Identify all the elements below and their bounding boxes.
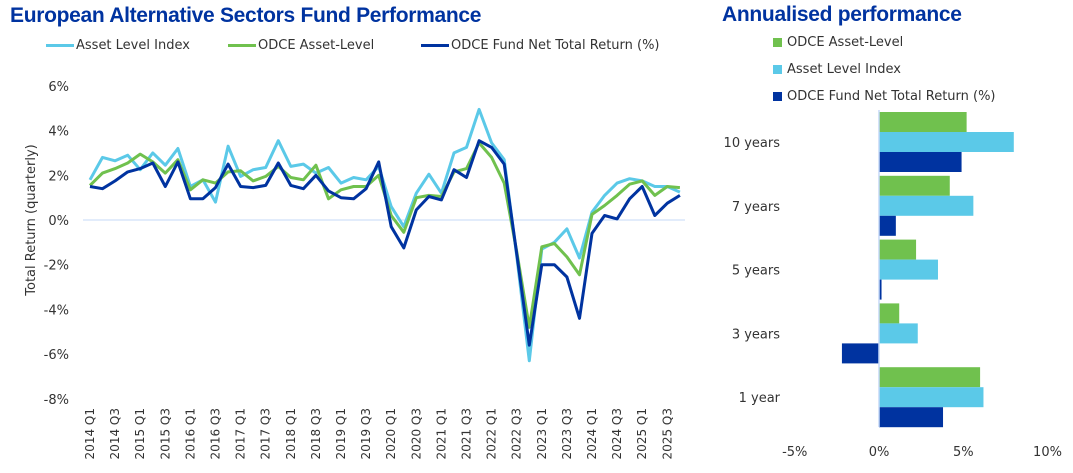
legend-swatch-asset-level-index	[46, 44, 74, 47]
legend-swatch-odce-fund-net	[773, 92, 782, 101]
x-tick-label: 2014 Q1	[83, 408, 97, 459]
bar-7-years-asset-level-index	[879, 195, 974, 216]
x-axis-ticks: 2014 Q1 2014 Q3 2015 Q1 2015 Q3 2016 Q1 2016 …	[83, 408, 674, 459]
x-tick-label: 2016 Q1	[183, 408, 197, 459]
bar-category-label: 10 years	[724, 136, 781, 151]
line-chart-title: European Alternative Sectors Fund Perfor…	[10, 4, 482, 27]
legend-item-asset-level-index: Asset Level Index	[46, 38, 190, 53]
x-tick-label: 2016 Q3	[209, 408, 223, 459]
legend-label: ODCE Fund Net Total Return (%)	[451, 38, 660, 53]
bar-category-label: 5 years	[732, 264, 780, 279]
bar-10-years-asset-level-index	[879, 132, 1014, 152]
y-tick-label: 0%	[48, 214, 69, 229]
x-tick-label: 2024 Q1	[585, 408, 599, 459]
legend-swatch-odce-asset-level	[773, 38, 782, 47]
legend-item-odce-fund-net: ODCE Fund Net Total Return (%)	[421, 38, 660, 53]
bars	[841, 112, 1014, 428]
bar-legend-item-asset-level-index: Asset Level Index	[773, 62, 901, 77]
y-tick-label: -6%	[44, 348, 69, 363]
y-axis-label: Total Return (quarterly)	[24, 144, 39, 296]
x-tick-label: 2022 Q1	[485, 408, 499, 459]
legend-label: Asset Level Index	[787, 62, 901, 77]
y-tick-label: -8%	[44, 393, 69, 408]
x-tick-label: 2022 Q3	[510, 408, 524, 459]
legend-swatch-odce-fund-net	[421, 44, 449, 47]
bar-3-years-odce-fund-net-total-return	[841, 343, 879, 364]
bar-x-axis-ticks: -5% 0% 5% 10%	[782, 445, 1062, 460]
bar-7-years-odce-asset-level	[879, 175, 950, 196]
x-tick-label: 2024 Q3	[610, 408, 624, 459]
bar-x-tick-label: 0%	[869, 445, 890, 460]
bar-category-label: 3 years	[732, 327, 780, 342]
legend-swatch-odce-asset-level	[228, 44, 256, 47]
bar-category-labels: 10 years 7 years 5 years 3 years 1 year	[724, 136, 781, 406]
bar-10-years-odce-fund-net-total-return	[879, 152, 962, 172]
bar-1-year-odce-fund-net-total-return	[879, 407, 944, 428]
x-tick-label: 2018 Q1	[284, 408, 298, 459]
series-lines	[88, 107, 681, 363]
bar-category-label: 7 years	[732, 200, 780, 215]
x-tick-label: 2015 Q3	[158, 408, 172, 459]
series-points-odce-asset-level	[89, 142, 680, 328]
x-tick-label: 2023 Q1	[535, 408, 549, 459]
x-tick-label: 2014 Q3	[108, 408, 122, 459]
bar-category-label: 1 year	[739, 391, 781, 406]
x-tick-label: 2020 Q1	[384, 408, 398, 459]
legend-label: ODCE Asset-Level	[258, 38, 375, 53]
x-tick-label: 2023 Q3	[560, 408, 574, 459]
x-tick-label: 2021 Q3	[460, 408, 474, 459]
legend-item-odce-asset-level: ODCE Asset-Level	[228, 38, 374, 53]
bar-3-years-asset-level-index	[879, 323, 918, 344]
bar-10-years-odce-asset-level	[879, 112, 967, 132]
x-tick-label: 2021 Q1	[434, 408, 448, 459]
bar-x-tick-label: -5%	[782, 445, 807, 460]
bar-5-years-odce-asset-level	[879, 239, 917, 260]
series-line-odce-fund-net-total-return	[89, 139, 681, 347]
bar-5-years-asset-level-index	[879, 259, 938, 280]
bar-1-year-asset-level-index	[879, 387, 984, 408]
legend-label: ODCE Fund Net Total Return (%)	[787, 89, 996, 104]
x-tick-label: 2019 Q3	[359, 408, 373, 459]
x-tick-label: 2017 Q1	[234, 408, 248, 459]
bar-chart-title: Annualised performance	[722, 3, 962, 26]
x-tick-label: 2025 Q1	[635, 408, 649, 459]
x-tick-label: 2019 Q1	[334, 408, 348, 459]
legend-label: Asset Level Index	[76, 38, 190, 53]
line-chart: 6% 4% 2% 0% -2% -4% -6% -8% Total Return (quart…	[24, 80, 685, 459]
bar-x-tick-label: 5%	[953, 445, 974, 460]
x-tick-label: 2015 Q1	[133, 408, 147, 459]
x-tick-label: 2025 Q3	[660, 408, 674, 459]
y-tick-label: 4%	[48, 125, 69, 140]
bar-legend-item-odce-asset-level: ODCE Asset-Level	[773, 35, 903, 50]
bar-x-tick-label: 10%	[1033, 445, 1062, 460]
series-points-odce-fund-net-total-return	[89, 140, 680, 346]
bar-legend-item-odce-fund-net: ODCE Fund Net Total Return (%)	[773, 89, 996, 104]
y-tick-label: 2%	[48, 169, 69, 184]
x-tick-label: 2020 Q3	[409, 408, 423, 459]
bar-5-years-odce-fund-net-total-return	[879, 279, 882, 300]
bar-1-year-odce-asset-level	[879, 367, 981, 388]
legend-label: ODCE Asset-Level	[787, 35, 904, 50]
series-points-asset-level-index	[89, 109, 680, 361]
legend-swatch-asset-level-index	[773, 65, 782, 74]
y-tick-label: 6%	[48, 80, 69, 95]
bar-3-years-odce-asset-level	[879, 303, 900, 324]
x-tick-label: 2018 Q3	[309, 408, 323, 459]
y-axis-ticks: 6% 4% 2% 0% -2% -4% -6% -8%	[44, 80, 69, 408]
x-tick-label: 2017 Q3	[259, 408, 273, 459]
bar-7-years-odce-fund-net-total-return	[879, 215, 896, 236]
y-tick-label: -4%	[44, 303, 69, 318]
y-tick-label: -2%	[44, 259, 69, 274]
